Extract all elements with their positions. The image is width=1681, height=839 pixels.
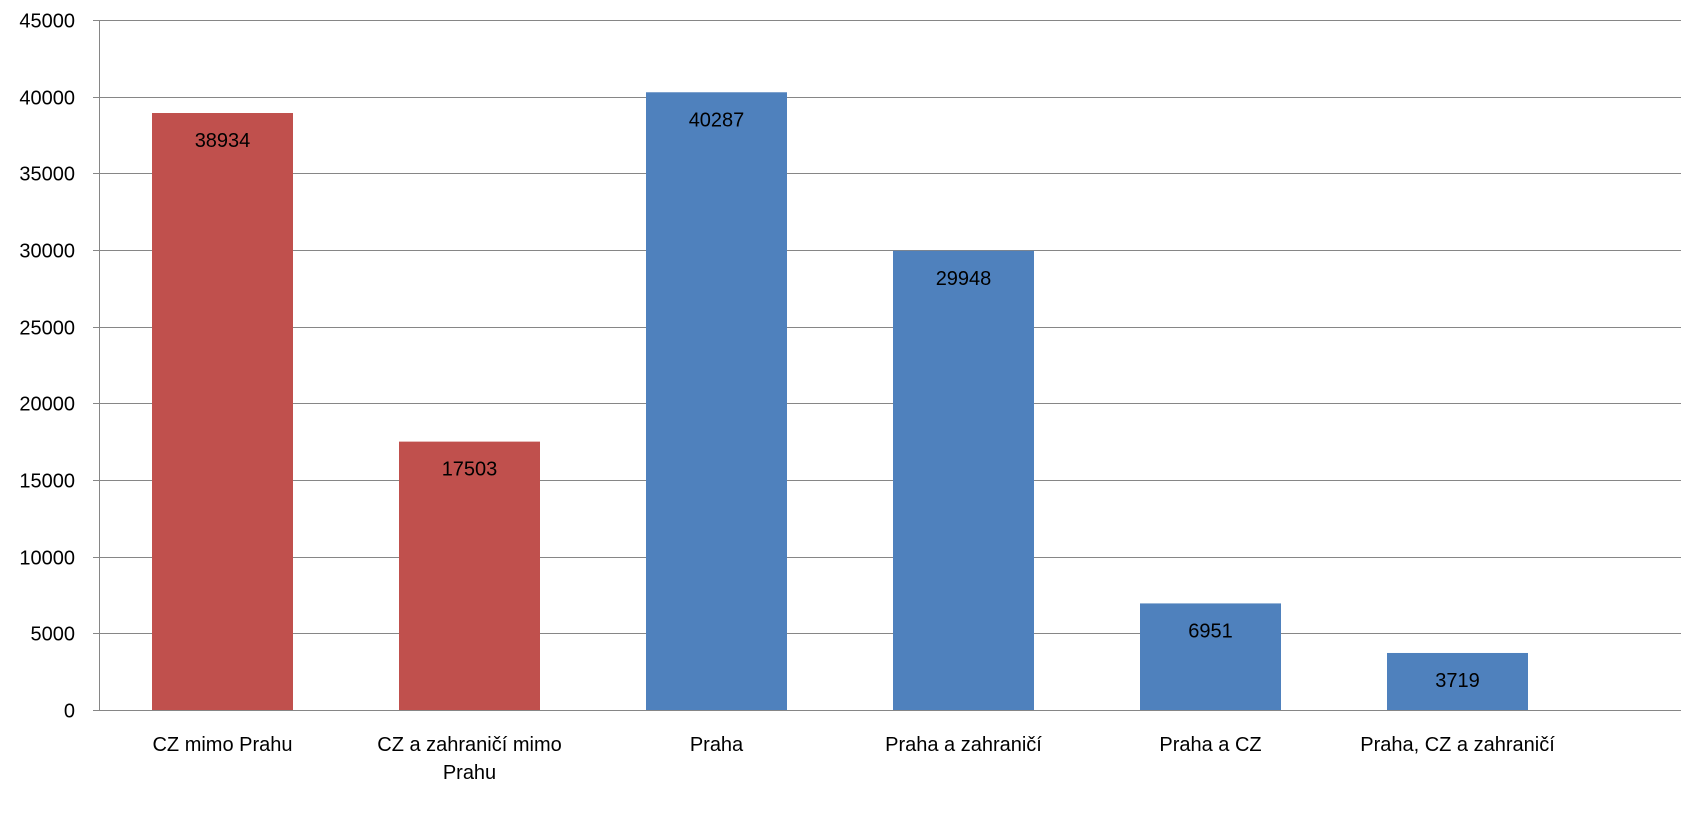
y-tick-label: 45000 [19, 11, 75, 33]
data-label: 6951 [1188, 620, 1233, 642]
category-label: CZ a zahraničí mimo [377, 734, 562, 756]
category-label: Praha [690, 734, 744, 756]
bar-1 [152, 113, 293, 710]
x-axis-category-labels: CZ mimo Prahu CZ a zahraničí mimo Prahu Pra… [152, 734, 1555, 784]
category-label: CZ mimo Prahu [152, 734, 292, 756]
axes [93, 20, 1681, 711]
y-axis-tick-labels: 0 5000 10000 15000 20000 25000 30000 35000 40000… [19, 11, 75, 723]
y-tick-label: 30000 [19, 241, 75, 263]
bar-5 [1140, 603, 1281, 710]
data-labels: 38934 17503 40287 29948 6951 3719 [195, 109, 1480, 692]
y-tick-label: 15000 [19, 471, 75, 493]
y-tick-label: 0 [64, 701, 75, 723]
y-tick-label: 25000 [19, 318, 75, 340]
data-label: 29948 [936, 268, 992, 290]
y-tick-label: 5000 [31, 624, 76, 646]
bars [152, 92, 1528, 711]
category-label: Praha, CZ a zahraničí [1360, 734, 1555, 756]
bar-6 [1387, 652, 1528, 710]
bar-4 [893, 250, 1034, 710]
category-label: Praha a CZ [1159, 734, 1261, 756]
data-label: 38934 [195, 130, 251, 152]
y-tick-label: 40000 [19, 88, 75, 110]
data-label: 3719 [1435, 670, 1480, 692]
y-tick-label: 20000 [19, 394, 75, 416]
y-tick-label: 35000 [19, 164, 75, 186]
category-label: Praha a zahraničí [885, 734, 1042, 756]
data-label: 17503 [442, 459, 498, 481]
y-tick-label: 10000 [19, 548, 75, 570]
data-label: 40287 [689, 109, 745, 131]
bar-2 [399, 441, 540, 710]
gridlines [99, 20, 1681, 634]
bar-3 [646, 92, 787, 711]
category-label: Prahu [443, 762, 496, 784]
